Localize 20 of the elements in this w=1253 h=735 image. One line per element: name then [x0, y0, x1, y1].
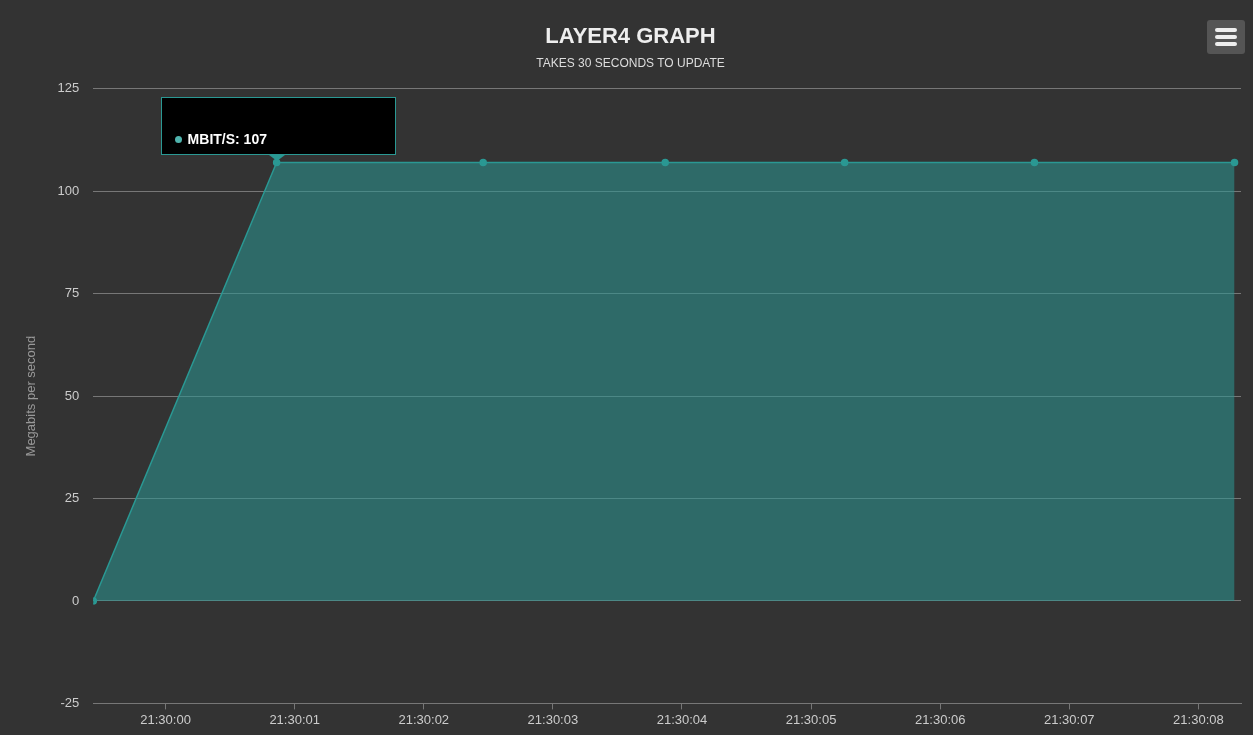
y-tick-label: -25: [60, 694, 80, 710]
y-axis-title: Megabits per second: [23, 335, 39, 457]
x-tick-label: 21:30:05: [785, 711, 837, 727]
chart-subtitle: TAKES 30 SECONDS TO UPDATE: [536, 55, 725, 70]
x-tick-label: 21:30:06: [914, 711, 966, 727]
x-tick-label: 21:30:01: [269, 711, 320, 727]
y-tick-label: 100: [57, 182, 80, 198]
y-tick-label: 50: [64, 387, 80, 403]
tooltip: MBIT/S: 107: [160, 96, 396, 155]
chart-title: LAYER4 GRAPH: [545, 23, 716, 49]
y-tick-label: 75: [64, 285, 80, 301]
y-tick-label: 25: [64, 490, 80, 506]
x-tick-label: 21:30:00: [140, 711, 191, 727]
y-tick-label: 0: [72, 592, 80, 608]
y-tick-label: 125: [57, 80, 80, 96]
x-tick-label: 21:30:02: [398, 711, 450, 727]
x-tick-label: 21:30:08: [1173, 711, 1224, 727]
x-tick-label: 21:30:03: [527, 711, 579, 727]
x-tick-label: 21:30:04: [656, 711, 708, 727]
x-tick-label: 21:30:07: [1043, 711, 1095, 727]
